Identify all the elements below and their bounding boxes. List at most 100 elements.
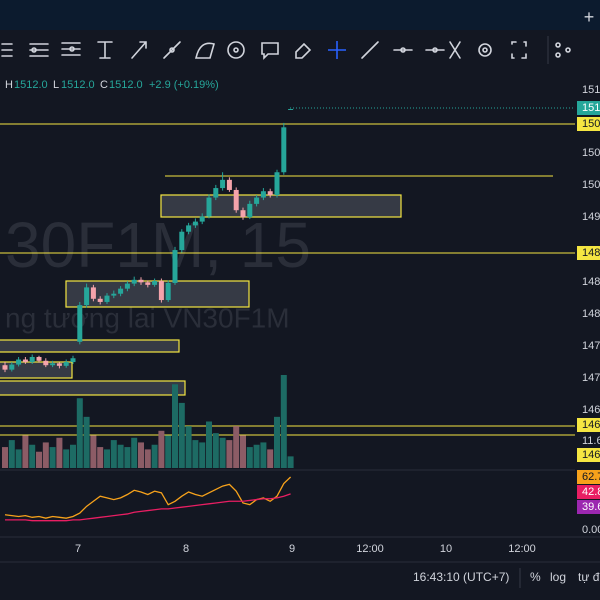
candle-body bbox=[9, 364, 15, 370]
zone-box bbox=[160, 194, 402, 218]
candle-body bbox=[199, 216, 205, 222]
candle-body bbox=[97, 298, 103, 302]
zone-box bbox=[65, 280, 250, 308]
ohlc-label: H bbox=[5, 79, 13, 91]
price-label-bg bbox=[577, 500, 600, 514]
ohlc-change: +2.9 (+0.19%) bbox=[149, 79, 219, 91]
price-label: 151 bbox=[582, 102, 600, 114]
price-label: 147 bbox=[582, 372, 600, 384]
candle-body bbox=[247, 203, 253, 218]
ohlc-legend: H 1512.0 L 1512.0 C 1512.0 +2.9 (+0.19%) bbox=[5, 79, 219, 91]
volume-bar bbox=[124, 447, 131, 468]
ohlc-label: L bbox=[53, 79, 59, 91]
volume-bar bbox=[219, 437, 226, 468]
price-label: 150 bbox=[582, 179, 600, 191]
price-label: 150 bbox=[582, 147, 600, 159]
ohlc-value: 1512.0 bbox=[109, 79, 143, 91]
zone-box bbox=[0, 361, 73, 379]
volume-bar bbox=[15, 449, 22, 468]
time-label: 10 bbox=[440, 543, 452, 555]
volume-bar bbox=[172, 384, 178, 468]
price-label: 42.8 bbox=[582, 486, 600, 498]
ohlc-value: 1512.0 bbox=[61, 79, 95, 91]
price-label: 146 bbox=[582, 419, 600, 431]
oscillator-line bbox=[4, 476, 292, 519]
chart-area: 30F1M, 15 ng tương lai VN30F1M bbox=[0, 107, 575, 522]
percent-toggle[interactable]: % bbox=[530, 570, 541, 584]
candle-body bbox=[179, 231, 185, 251]
candle-body bbox=[36, 356, 42, 361]
volume-bar bbox=[22, 435, 29, 468]
clock: 16:43:10 (UTC+7) bbox=[413, 570, 509, 584]
ohlc-label: C bbox=[100, 79, 108, 91]
price-label: 146 bbox=[582, 449, 600, 461]
candle-body bbox=[254, 197, 260, 204]
volume-bar bbox=[287, 456, 294, 468]
volume-bar bbox=[138, 442, 144, 468]
time-label: 9 bbox=[289, 543, 295, 555]
oscillator-line bbox=[5, 493, 291, 522]
zone-box bbox=[0, 339, 180, 353]
bottom-bar bbox=[0, 562, 600, 600]
candle-body bbox=[131, 279, 137, 284]
volume-bar bbox=[212, 433, 219, 468]
candle-body bbox=[206, 197, 212, 217]
volume-bar bbox=[8, 440, 15, 468]
top-bar bbox=[0, 0, 600, 30]
candle-body bbox=[43, 360, 49, 366]
price-scale: 151 151 150 150 150 149 148 148 148 147 147 146 146 1… bbox=[577, 84, 600, 536]
candle-body bbox=[124, 283, 130, 289]
volume-bar bbox=[240, 435, 246, 468]
time-label: 12:00 bbox=[356, 543, 384, 555]
volume-bar bbox=[260, 442, 267, 468]
add-button[interactable]: + bbox=[584, 7, 595, 27]
candle-body bbox=[77, 305, 83, 342]
candle-body bbox=[220, 179, 226, 189]
volume-bar bbox=[253, 444, 260, 468]
toolbar-icons[interactable] bbox=[1, 41, 571, 60]
volume-bar bbox=[90, 435, 97, 468]
volume-bar bbox=[280, 375, 287, 468]
volume-bar bbox=[70, 444, 76, 468]
candle-body bbox=[90, 287, 96, 299]
candle-body bbox=[165, 282, 171, 301]
volume-bar bbox=[165, 435, 172, 468]
candle-body bbox=[158, 281, 164, 301]
volume-bar bbox=[49, 447, 56, 468]
time-label: 12:00 bbox=[508, 543, 536, 555]
price-label-bg bbox=[577, 117, 600, 131]
price-label-bg bbox=[577, 448, 600, 462]
price-label: 11.6 bbox=[582, 435, 600, 447]
price-label-bg bbox=[577, 101, 600, 115]
price-label: 148 bbox=[582, 308, 600, 320]
candle-body bbox=[63, 362, 69, 366]
volume-bar bbox=[185, 426, 192, 468]
price-label: 149 bbox=[582, 211, 600, 223]
volume-bar bbox=[104, 449, 110, 468]
volume-bar bbox=[199, 442, 206, 468]
watermark-symbol: 30F1M, 15 bbox=[5, 209, 311, 281]
volume-bar bbox=[233, 426, 240, 468]
volume-bar bbox=[110, 440, 117, 468]
volume-bar bbox=[178, 402, 185, 468]
price-label-bg bbox=[577, 418, 600, 432]
candle-body bbox=[111, 293, 117, 296]
log-toggle[interactable]: log bbox=[550, 570, 566, 584]
price-label: 146 bbox=[582, 404, 600, 416]
candle-body bbox=[281, 127, 287, 173]
candle-body bbox=[274, 172, 280, 196]
volume-bar bbox=[206, 421, 212, 468]
volume-bar bbox=[158, 430, 165, 468]
price-label: 62.7 bbox=[582, 471, 600, 483]
candle-body bbox=[118, 288, 124, 294]
candle-body bbox=[145, 282, 151, 285]
candle-body bbox=[104, 295, 110, 302]
volume-bar bbox=[226, 440, 233, 468]
auto-toggle[interactable]: tự đ bbox=[578, 570, 600, 584]
ohlc-value: 1512.0 bbox=[14, 79, 48, 91]
candle-body bbox=[84, 287, 90, 306]
volume-bar bbox=[267, 449, 274, 468]
candle-body bbox=[2, 365, 8, 370]
candle-body bbox=[240, 210, 246, 218]
